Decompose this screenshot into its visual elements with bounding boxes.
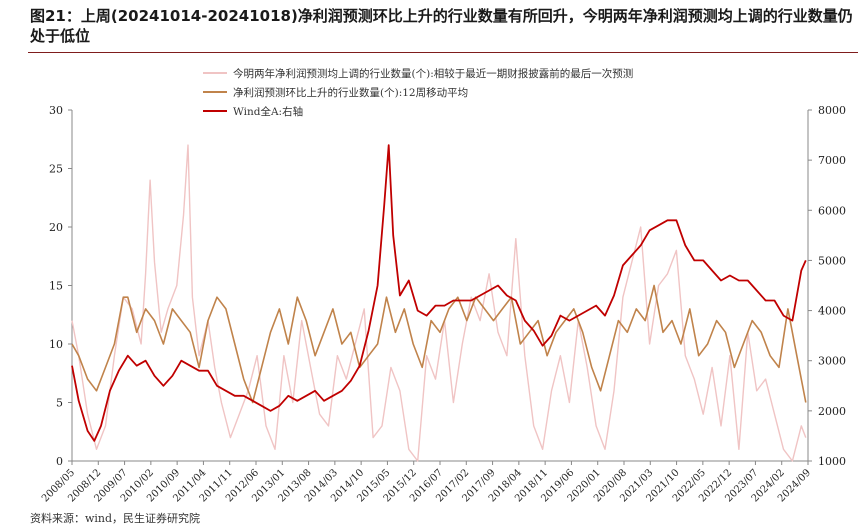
series-line-2: [71, 284, 807, 404]
plot-frame: [71, 110, 809, 462]
y-left-tick-label: 20: [49, 221, 63, 234]
y-right-tick-label: 6000: [818, 204, 846, 217]
series-line-3: [71, 144, 807, 442]
y-left-tick-label: 15: [49, 280, 63, 293]
source-note: 资料来源：wind，民生证券研究院: [30, 512, 201, 525]
axis-layer: 0 5 10 15 20 25 30 1000 2000 3000 4000 5000 6000 7000…: [40, 104, 846, 504]
page-title: 图21：上周(20241014-20241018)净利润预测环比上升的行业数量有…: [30, 7, 853, 45]
y-left-tick-label: 25: [49, 163, 63, 176]
y-right-tick-label: 1000: [818, 455, 846, 468]
y-left-tick-label: 5: [56, 397, 63, 410]
legend-label-2: 净利润预测环比上升的行业数量(个):12周移动平均: [233, 86, 468, 99]
title-divider: [28, 52, 858, 53]
y-left-tick-label: 30: [49, 104, 63, 117]
y-left-tick-label: 0: [56, 455, 63, 468]
y-right-tick-label: 7000: [818, 154, 846, 167]
legend-label-1: 今明两年净利润预测均上调的行业数量(个):相较于最近一期财报披露前的最后一次预测: [233, 67, 633, 80]
legend: 今明两年净利润预测均上调的行业数量(个):相较于最近一期财报披露前的最后一次预测…: [203, 67, 633, 118]
y-right-tick-label: 8000: [818, 104, 846, 117]
y-left-tick-label: 10: [49, 338, 63, 351]
y-right-tick-label: 2000: [818, 405, 846, 418]
y-right-tick-label: 5000: [818, 254, 846, 267]
y-right-tick-label: 4000: [818, 305, 846, 318]
y-right-tick-label: 3000: [818, 355, 846, 368]
legend-label-3: Wind全A:右轴: [233, 105, 303, 118]
series-layer: [71, 144, 807, 462]
series-line-1: [71, 144, 807, 462]
